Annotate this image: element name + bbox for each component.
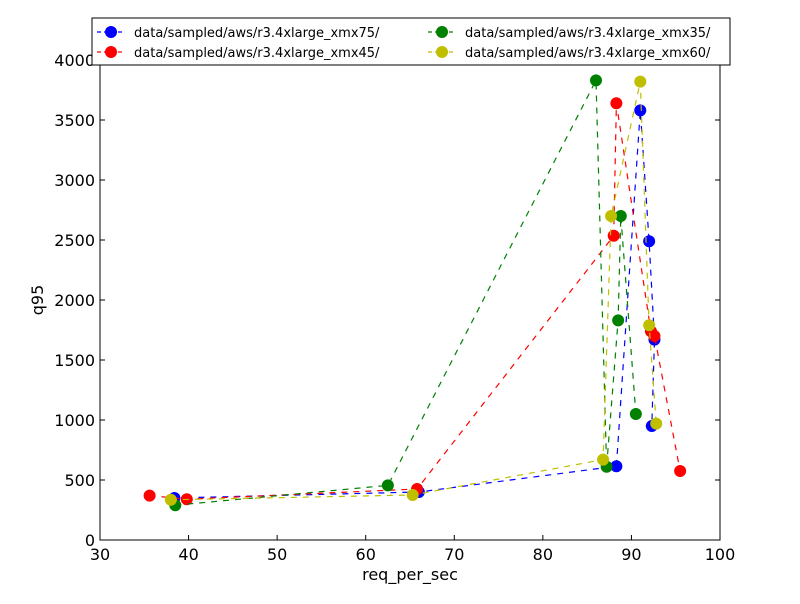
data-point: [634, 104, 647, 117]
series-line-1: [149, 103, 681, 500]
legend-label: data/sampled/aws/r3.4xlarge_xmx60/: [465, 46, 711, 61]
legend-marker: [105, 46, 117, 58]
y-tick-label: 2000: [54, 291, 95, 310]
y-tick-label: 500: [64, 471, 95, 490]
y-tick-label: 3000: [54, 171, 95, 190]
series-layer: [143, 74, 687, 512]
y-tick-label: 1000: [54, 411, 95, 430]
data-point: [406, 489, 419, 501]
data-point: [143, 489, 156, 502]
ticks-layer: 30 40 50 60 70 80 90 10005001000150020002500300…: [54, 51, 735, 564]
data-point: [164, 493, 177, 506]
data-point: [634, 75, 647, 88]
x-tick-label: 50: [267, 545, 287, 564]
legend: data/sampled/aws/r3.4xlarge_xmx75/data/s…: [91, 17, 731, 66]
y-tick-label: 4000: [54, 51, 95, 70]
data-point: [605, 210, 618, 222]
x-tick-label: 40: [178, 545, 198, 564]
legend-label: data/sampled/aws/r3.4xlarge_xmx75/: [134, 26, 380, 41]
x-tick-label: 60: [356, 545, 376, 564]
data-point: [648, 330, 661, 342]
y-tick-label: 1500: [54, 351, 95, 370]
plot-frame: [99, 59, 721, 541]
y-tick-label: 2500: [54, 231, 95, 250]
data-point: [650, 417, 663, 430]
legend-label: data/sampled/aws/r3.4xlarge_xmx45/: [134, 46, 380, 61]
x-tick-label: 30: [90, 545, 110, 564]
data-point: [643, 319, 656, 332]
data-point: [612, 314, 625, 327]
legend-marker: [436, 46, 448, 58]
y-tick-label: 3500: [54, 111, 95, 130]
x-tick-label: 100: [705, 545, 736, 564]
legend-label: data/sampled/aws/r3.4xlarge_xmx35/: [465, 26, 711, 41]
data-point: [597, 453, 610, 466]
x-tick-label: 70: [444, 545, 464, 564]
x-tick-label: 90: [621, 545, 641, 564]
series-line-0: [174, 110, 656, 499]
y-tick-label: 0: [85, 531, 95, 550]
data-point: [643, 235, 656, 248]
data-point: [629, 408, 642, 420]
series-line-2: [175, 80, 637, 506]
data-point: [607, 229, 620, 242]
data-point: [381, 479, 394, 492]
data-point: [590, 74, 602, 87]
y-axis-label: q95: [28, 285, 47, 316]
legend-marker: [436, 26, 448, 38]
data-point: [674, 465, 687, 477]
data-point: [610, 97, 623, 110]
legend-frame: [91, 17, 731, 66]
x-axis-label: req_per_sec: [362, 565, 458, 585]
legend-marker: [105, 26, 117, 38]
series-line-3: [170, 81, 657, 501]
x-tick-label: 80: [533, 545, 553, 564]
